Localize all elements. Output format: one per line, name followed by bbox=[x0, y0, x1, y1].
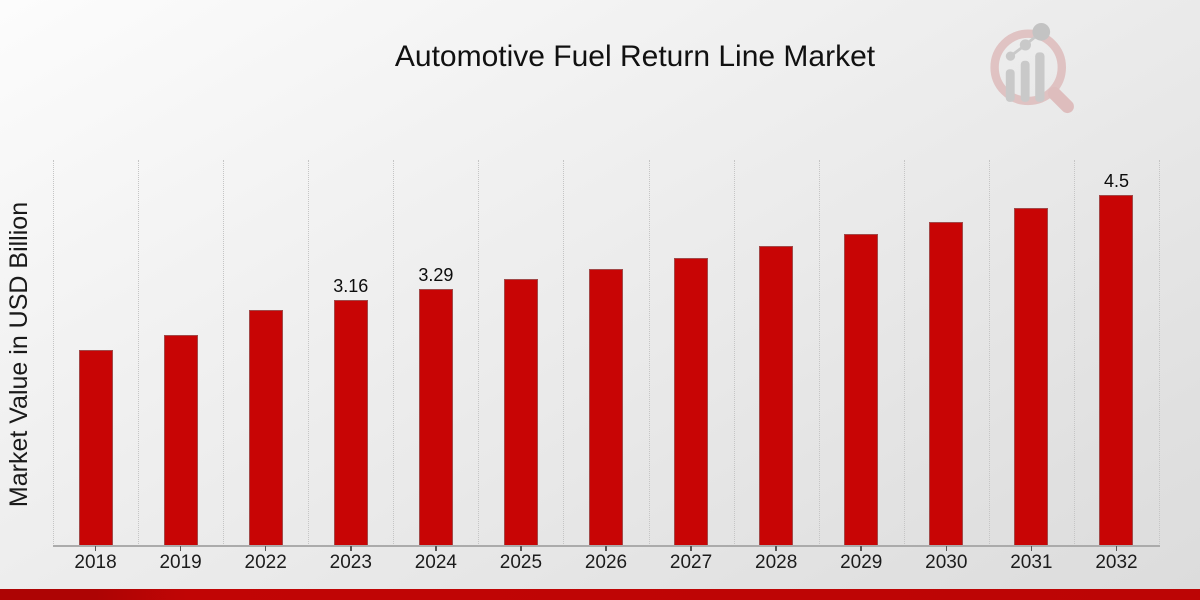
trend-dot-small-icon bbox=[1005, 51, 1016, 61]
x-tick-label-2032: 2032 bbox=[1095, 552, 1138, 573]
data-label-2023: 3.16 bbox=[333, 275, 369, 296]
trend-dot-large-icon bbox=[1032, 23, 1051, 41]
x-tick-label-2028: 2028 bbox=[755, 552, 798, 573]
gridline bbox=[733, 160, 735, 546]
x-axis-line bbox=[53, 545, 1160, 547]
magnifier-bar-chart-logo-icon bbox=[990, 23, 1074, 114]
x-tick-label-2023: 2023 bbox=[329, 552, 372, 573]
x-tick bbox=[350, 546, 352, 551]
x-tick bbox=[690, 546, 692, 551]
x-tick-label-2027: 2027 bbox=[669, 552, 713, 573]
bar-2026 bbox=[589, 269, 623, 546]
gridline bbox=[308, 160, 310, 546]
y-axis-label: Market Value in USD Billion bbox=[5, 201, 33, 508]
x-tick-label-2026: 2026 bbox=[584, 552, 628, 573]
gridline bbox=[1159, 160, 1160, 546]
x-tick-label-2031: 2031 bbox=[1010, 552, 1053, 573]
x-tick bbox=[605, 546, 607, 551]
bar-2018 bbox=[78, 350, 113, 546]
gridline bbox=[903, 160, 905, 546]
x-tick-label-2019: 2019 bbox=[159, 552, 202, 573]
x-tick-label-2029: 2029 bbox=[840, 552, 883, 573]
gridline bbox=[988, 160, 990, 546]
x-tick bbox=[435, 546, 437, 551]
chart-title: Automotive Fuel Return Line Market bbox=[394, 40, 876, 73]
x-tick-label-2022: 2022 bbox=[244, 552, 287, 573]
gridline bbox=[478, 160, 480, 546]
x-tick bbox=[179, 546, 182, 551]
gridline bbox=[223, 160, 225, 546]
x-tick bbox=[1115, 546, 1118, 551]
x-tick bbox=[860, 546, 862, 551]
magnifier-handle-icon bbox=[1047, 86, 1074, 114]
data-label-2024: 3.29 bbox=[418, 265, 454, 286]
bar-2030 bbox=[929, 221, 964, 546]
gridline bbox=[648, 160, 650, 546]
bar-2019 bbox=[163, 335, 198, 546]
bar-2027 bbox=[674, 258, 709, 546]
bar-2029 bbox=[844, 234, 879, 546]
data-label-2032: 4.5 bbox=[1103, 171, 1129, 192]
bar-2023 bbox=[333, 299, 368, 546]
gridline bbox=[393, 160, 395, 546]
x-tick bbox=[264, 546, 267, 551]
gridline bbox=[53, 160, 54, 546]
x-tick-label-2018: 2018 bbox=[74, 552, 117, 573]
bar-2022 bbox=[248, 309, 283, 546]
bar-2025 bbox=[503, 279, 538, 546]
footer-red-bar bbox=[0, 589, 1200, 600]
x-tick-label-2024: 2024 bbox=[414, 552, 457, 573]
bar-2032 bbox=[1099, 195, 1134, 546]
x-tick-label-2030: 2030 bbox=[925, 552, 968, 573]
bar-2031 bbox=[1014, 208, 1049, 546]
gridline bbox=[138, 160, 140, 546]
x-tick-label-2025: 2025 bbox=[499, 552, 543, 573]
logo-bar-small-icon bbox=[1005, 69, 1015, 102]
x-tick bbox=[775, 546, 777, 551]
bar-2028 bbox=[759, 245, 794, 546]
logo-bar-large-icon bbox=[1035, 52, 1045, 102]
gridline bbox=[563, 160, 565, 546]
x-tick bbox=[94, 546, 97, 551]
x-tick bbox=[520, 546, 522, 551]
gridline bbox=[1073, 160, 1075, 546]
x-tick bbox=[945, 546, 948, 551]
gridline bbox=[818, 160, 820, 546]
plot-area bbox=[53, 160, 1160, 546]
x-tick bbox=[1030, 546, 1033, 551]
bar-2024 bbox=[418, 289, 453, 546]
logo-bar-medium-icon bbox=[1020, 60, 1030, 102]
trend-dot-medium-icon bbox=[1019, 39, 1031, 51]
